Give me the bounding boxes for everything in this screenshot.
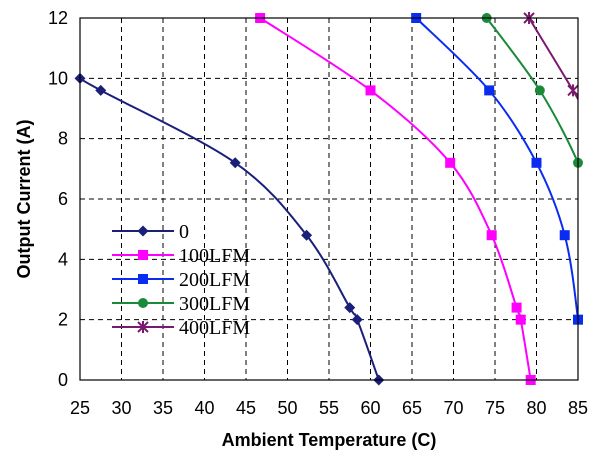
x-tick-label: 80: [526, 398, 546, 418]
y-tick-label: 4: [58, 249, 68, 269]
y-tick-label: 12: [48, 8, 68, 28]
x-tick-label: 70: [443, 398, 463, 418]
x-tick-label: 75: [485, 398, 505, 418]
data-point: [484, 85, 495, 96]
y-tick-label: 2: [58, 310, 68, 330]
data-point: [365, 85, 376, 96]
x-tick-label: 65: [402, 398, 422, 418]
y-tick-label: 0: [58, 370, 68, 390]
data-point: [559, 230, 570, 241]
data-point: [229, 157, 241, 169]
x-tick-label: 85: [568, 398, 588, 418]
series-line-3: [485, 17, 578, 166]
legend-label: 400LFM: [179, 317, 250, 339]
x-tick-label: 30: [111, 398, 131, 418]
data-point: [301, 229, 313, 241]
legend-marker: [138, 250, 148, 260]
x-tick-label: 25: [70, 398, 90, 418]
x-tick-label: 35: [153, 398, 173, 418]
tick-labels: 25 30 35 40 45 50 55 60 65 70 75 80 85 0 2 4 6 8 10 12: [48, 8, 588, 418]
x-tick-label: 55: [319, 398, 339, 418]
data-point: [511, 302, 522, 313]
legend-label: 200LFM: [179, 269, 250, 291]
data-point: [567, 84, 579, 97]
plot-frame: [79, 17, 579, 381]
legend-marker: [138, 274, 148, 284]
x-tick-label: 45: [236, 398, 256, 418]
y-tick-label: 10: [48, 68, 68, 88]
x-tick-label: 50: [277, 398, 297, 418]
legend-marker: [138, 298, 148, 308]
data-point: [445, 157, 456, 168]
y-axis-title: Output Current (A): [14, 120, 34, 279]
data-point: [351, 314, 363, 326]
data-point: [344, 302, 356, 314]
y-tick-label: 6: [58, 189, 68, 209]
legend-marker: [137, 225, 149, 237]
legend-marker: [137, 321, 149, 333]
x-axis-title: Ambient Temperature (C): [222, 430, 437, 450]
series-line-2: [415, 17, 578, 330]
x-tick-label: 40: [194, 398, 214, 418]
data-point: [95, 84, 107, 96]
data-point: [515, 314, 526, 325]
grid: [80, 18, 578, 380]
x-tick-label: 60: [360, 398, 380, 418]
legend-label: 100LFM: [179, 245, 250, 267]
data-point: [486, 230, 497, 241]
data-point: [534, 85, 545, 96]
data-point: [531, 157, 542, 168]
legend-label: 0: [179, 221, 189, 243]
y-tick-label: 8: [58, 129, 68, 149]
legend-label: 300LFM: [179, 293, 250, 315]
